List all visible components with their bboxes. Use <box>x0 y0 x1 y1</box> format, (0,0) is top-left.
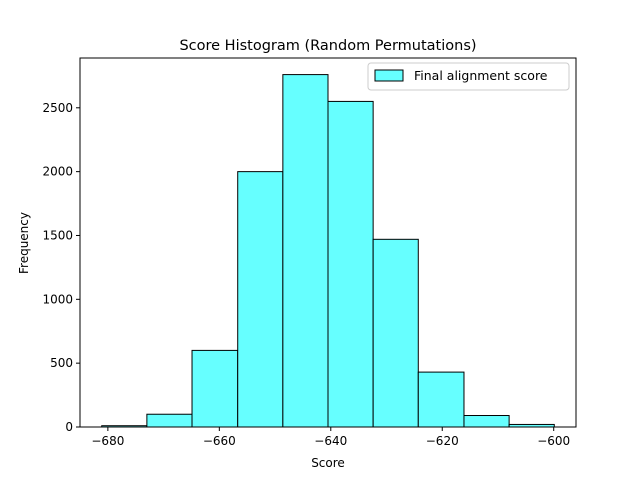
x-axis-ticks: −680 −660 −640 −620 −600 <box>91 427 570 448</box>
legend-swatch <box>374 69 404 82</box>
histogram-bars <box>101 74 555 428</box>
x-axis-label: Score <box>311 456 345 470</box>
y-tick-label: 0 <box>65 420 73 434</box>
y-tick-label: 1500 <box>42 228 73 242</box>
y-axis-ticks: 0 500 1000 1500 2000 2500 <box>42 101 80 434</box>
histogram-bar-8 <box>417 371 465 428</box>
histogram-bar-4 <box>237 171 284 428</box>
histogram-bar-6 <box>327 100 374 428</box>
y-tick-label: 2000 <box>42 165 73 179</box>
chart-title: Score Histogram (Random Permutations) <box>179 38 476 54</box>
histogram-bar-3 <box>191 349 239 428</box>
y-axis-label: Frequency <box>17 212 31 274</box>
legend-box <box>367 62 570 91</box>
y-tick-label: 500 <box>50 356 73 370</box>
histogram-bar-9 <box>463 415 510 428</box>
y-tick-label: 2500 <box>42 101 73 115</box>
histogram-bar-7 <box>372 238 419 428</box>
x-tick-label: −660 <box>203 434 236 448</box>
x-tick-label: −600 <box>537 434 570 448</box>
legend-entry-label: Final alignment score <box>414 68 548 83</box>
x-tick-label: −620 <box>426 434 459 448</box>
histogram-bar-5 <box>282 74 329 428</box>
legend: Final alignment score <box>367 62 570 91</box>
x-tick-label: −680 <box>91 434 124 448</box>
plot-area-frame <box>79 57 577 428</box>
y-tick-label: 1000 <box>42 292 73 306</box>
x-tick-label: −640 <box>314 434 347 448</box>
histogram-bar-2 <box>146 413 193 428</box>
